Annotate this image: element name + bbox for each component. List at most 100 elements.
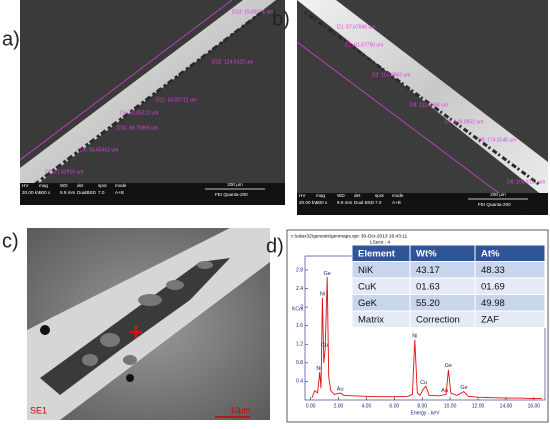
x-tick-label: 2.00	[334, 403, 344, 409]
info-value: A+B	[115, 190, 124, 195]
info-header: det	[77, 183, 84, 188]
info-header: WD	[60, 183, 68, 188]
info-header: mag	[39, 183, 48, 188]
peak-label: Ni	[412, 333, 417, 339]
info-value: 500 x	[39, 190, 51, 195]
measurement-label: D8: 21.62915 um	[45, 169, 83, 175]
table-cell: NiK	[358, 265, 374, 276]
scale-label: 200 μm	[490, 192, 506, 197]
measurement-label: D8: 174.3148 um	[478, 137, 516, 143]
brand: FEI Quanta-200	[478, 202, 511, 207]
info-header: spot	[375, 193, 384, 198]
table-cell: CuK	[358, 281, 377, 292]
y-tick-label: 2.4	[296, 286, 303, 292]
y-axis-label: KCnt	[292, 307, 304, 313]
table-cell: 01.69	[481, 281, 505, 292]
measurement-label: D11: 63.92712 um	[156, 97, 197, 103]
scale-label: 200 μm	[227, 182, 243, 187]
table-row	[351, 261, 546, 279]
particles	[82, 261, 213, 366]
y-tick-label: 1.2	[296, 342, 303, 348]
measurement-label: D2: 61.57750 um	[345, 42, 383, 48]
info-header: det	[354, 193, 361, 198]
x-tick-label: 0.00	[306, 403, 316, 409]
measurement-label: D1: 57.67666 um	[337, 24, 375, 30]
info-header: spot	[98, 183, 107, 188]
info-value: 20.00 kV	[22, 190, 41, 195]
info-value: DualBSD	[77, 190, 97, 195]
info-value: 7.0	[98, 190, 105, 195]
y-tick-label: 1.6	[296, 323, 303, 329]
panel-label: c)	[2, 230, 19, 252]
table-cell: Matrix	[358, 314, 384, 325]
scale-label: 10μm	[230, 406, 251, 415]
info-header: mode	[115, 183, 127, 188]
x-tick-label: 10.00	[444, 403, 457, 409]
panel-b: b)	[272, 0, 548, 216]
x-tick-label: 4.00	[362, 403, 372, 409]
measure-line	[19, 0, 233, 161]
peak-label: Cu	[420, 380, 427, 386]
table-row	[351, 310, 546, 328]
probe-marker	[130, 326, 142, 338]
x-tick-label: 6.00	[389, 403, 399, 409]
measurement-label: D3: 103.9863 um	[372, 72, 410, 78]
y-tick-label: 0.4	[296, 379, 303, 385]
measurement-label: D4: 112.6468 um	[410, 102, 448, 108]
x-tick-label: 8.00	[417, 403, 427, 409]
info-header: HV	[22, 183, 29, 188]
x-tick-label: 16.00	[528, 403, 541, 409]
measurement-label: D7: 149.0852 um	[445, 119, 483, 125]
table-row	[351, 294, 546, 312]
debris	[29, 10, 263, 190]
measurement-label: D13: 19.86574 um	[232, 9, 273, 15]
info-header: mag	[316, 193, 325, 198]
peak-label: Ni	[320, 292, 325, 298]
detector-label: SE1	[30, 405, 47, 415]
info-value: 7.0	[375, 200, 382, 205]
y-tick-label: 0.8	[296, 360, 303, 366]
measurement-label: D10: 69.76865 um	[117, 125, 158, 131]
table-cell: 55.20	[416, 298, 440, 309]
info-header: mode	[392, 193, 404, 198]
panel-label: d)	[266, 235, 284, 257]
sem-image	[20, 0, 285, 205]
measure-line	[296, 41, 529, 216]
peak-label: Au	[441, 388, 448, 394]
table-cell: ZAF	[481, 314, 499, 325]
spectrum	[311, 276, 543, 400]
measurement-label: D9: 55.65462 um	[80, 147, 118, 153]
measurement-label: D5: 60.05212 um	[120, 110, 158, 116]
table-cell: Correction	[416, 314, 460, 325]
panel-a: a)	[2, 0, 285, 205]
measurement-label: D6: 100.8121 um	[507, 179, 545, 185]
wire	[297, 0, 548, 200]
peak-label: Cu	[321, 343, 328, 349]
y-tick-label: 2	[300, 304, 303, 310]
panel-c: SE1 10μm c)	[2, 228, 270, 420]
table-cell: 43.17	[416, 265, 440, 276]
table-cell: Wt%	[416, 248, 437, 259]
measurement-label: D12: 124.0322 um	[212, 59, 253, 65]
info-value: A+B	[392, 200, 401, 205]
info-header: HV	[299, 193, 306, 198]
info-value: 9.9 mm	[60, 190, 75, 195]
info-value: 500 x	[316, 200, 328, 205]
x-tick-label: 14.00	[500, 403, 513, 409]
peak-label: Ni	[316, 366, 321, 372]
peak-label: Ge	[460, 385, 467, 391]
peak-label: Au	[337, 386, 344, 392]
peak-label: Ge	[324, 271, 331, 277]
info-value: 9.9 mm	[337, 200, 352, 205]
live-seconds: LSecs : 4	[370, 239, 390, 245]
panel-label: a)	[2, 28, 20, 50]
info-bar	[297, 193, 548, 215]
pit	[126, 374, 134, 382]
table-cell: GeK	[358, 298, 378, 309]
x-axis-label: Energy - keV	[411, 410, 441, 416]
table-cell: At%	[481, 248, 500, 259]
info-value: 20.00 kV	[299, 200, 318, 205]
y-tick-label: 2.8	[296, 267, 303, 273]
info-value: Dual BSD	[354, 200, 375, 205]
